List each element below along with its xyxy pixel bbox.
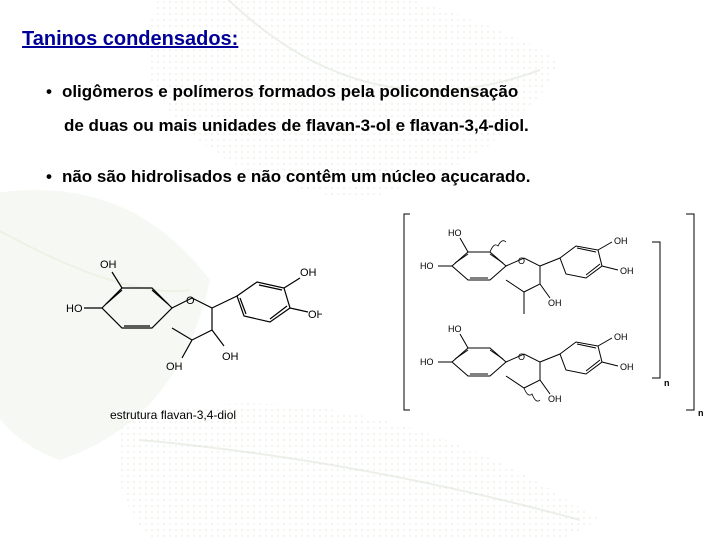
chem-label-ho: HO xyxy=(420,357,434,367)
chem-label-oh: OH xyxy=(614,332,628,342)
chem-structure-polymer: HO HO O OH OH OH HO HO O OH OH OH n n xyxy=(402,198,712,428)
chem-label-ho: HO xyxy=(66,303,83,315)
bullet-2: não são hidrolisados e não contêm um núc… xyxy=(46,164,698,190)
chem-label-n: n xyxy=(698,408,704,418)
chem-label-o: O xyxy=(518,352,525,362)
chem-label-oh: OH xyxy=(620,266,634,276)
chem-label-oh: OH xyxy=(222,351,239,363)
figure-area: HO OH O OH OH OH OH xyxy=(22,208,698,458)
figure-caption-1: estrutura flavan-3,4-diol xyxy=(110,408,236,422)
slide-content: Taninos condensados: oligômeros e políme… xyxy=(0,0,720,468)
chem-structure-flavan-diol: HO OH O OH OH OH OH xyxy=(62,208,322,408)
chem-label-o: O xyxy=(186,295,195,307)
chem-label-oh: OH xyxy=(548,394,562,404)
slide-title: Taninos condensados: xyxy=(22,28,698,51)
chem-label-oh: OH xyxy=(100,259,117,271)
chem-label-oh: OH xyxy=(300,267,317,279)
chem-label-ho: HO xyxy=(420,261,434,271)
chem-label-oh: OH xyxy=(548,298,562,308)
chem-label-oh: OH xyxy=(620,362,634,372)
chem-label-o: O xyxy=(518,256,525,266)
chem-label-oh: OH xyxy=(308,309,322,321)
chem-label-oh: OH xyxy=(166,361,183,373)
chem-label-oh: OH xyxy=(614,236,628,246)
bullet-1-cont: de duas ou mais unidades de flavan-3-ol … xyxy=(64,113,698,139)
bullet-1: oligômeros e polímeros formados pela pol… xyxy=(46,79,698,105)
chem-label-ho: HO xyxy=(448,324,462,334)
chem-label-n: n xyxy=(664,378,670,388)
chem-label-ho: HO xyxy=(448,228,462,238)
